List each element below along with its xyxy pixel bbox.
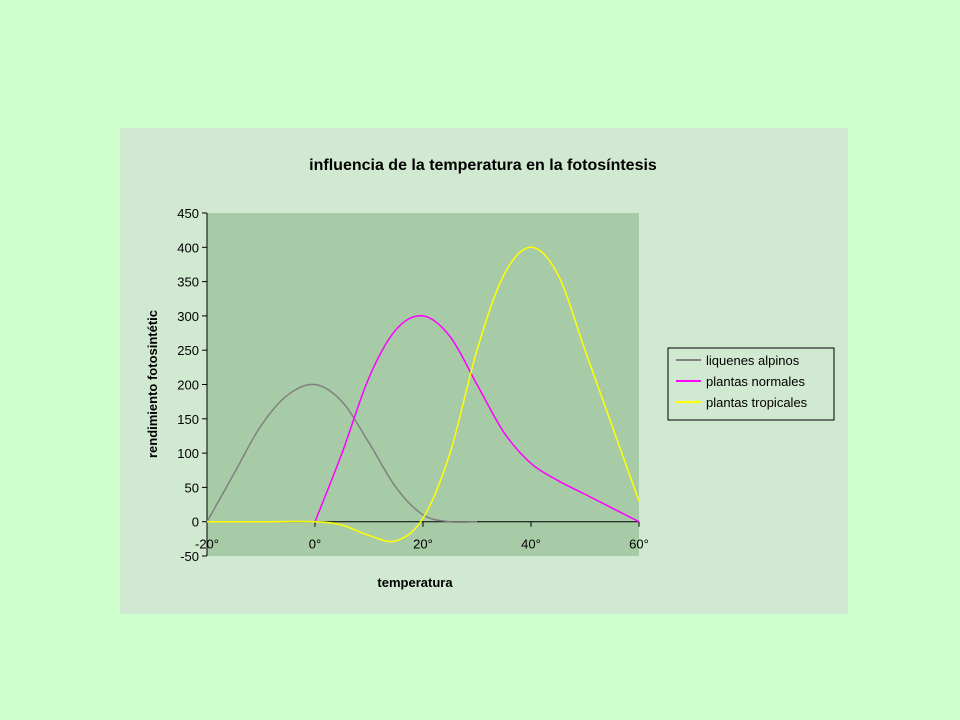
chart-svg: influencia de la temperatura en la fotos… bbox=[145, 157, 835, 590]
legend-label-3: plantas tropicales bbox=[706, 395, 808, 410]
legend-label-2: plantas normales bbox=[706, 374, 805, 389]
y-tick-label: 400 bbox=[177, 240, 199, 255]
series-layer bbox=[206, 246, 640, 543]
y-tick-label: 100 bbox=[177, 446, 199, 461]
legend-label-1: liquenes alpinos bbox=[706, 353, 800, 368]
y-tick-label: 300 bbox=[177, 309, 199, 324]
y-tick-label: 200 bbox=[177, 378, 199, 393]
plot-area bbox=[207, 213, 639, 556]
chart-title: influencia de la temperatura en la fotos… bbox=[309, 157, 657, 174]
series-line-3 bbox=[206, 246, 640, 543]
y-tick-label: 0 bbox=[192, 515, 199, 530]
x-tick-label: 0° bbox=[309, 537, 321, 552]
y-tick-label: 250 bbox=[177, 343, 199, 358]
y-tick-label: 50 bbox=[185, 480, 199, 495]
x-tick-label: -20° bbox=[195, 537, 219, 552]
ticks-layer: -50 0 50 100 150 200 250 300 350 400 450 -20° 0° 20° 4… bbox=[177, 206, 649, 564]
legend: liquenes alpinos plantas normales plantas … bbox=[667, 347, 835, 421]
chart-panel: influencia de la temperatura en la fotos… bbox=[120, 128, 848, 614]
y-axis-title: rendimiento fotosintétic bbox=[145, 310, 160, 458]
series-line-1 bbox=[206, 383, 478, 523]
x-tick-label: 40° bbox=[521, 537, 541, 552]
series-line-2 bbox=[314, 314, 640, 523]
y-tick-label: 450 bbox=[177, 206, 199, 221]
y-tick-label: 150 bbox=[177, 412, 199, 427]
y-tick-label: -50 bbox=[180, 549, 199, 564]
y-tick-label: 350 bbox=[177, 275, 199, 290]
x-axis-title: temperatura bbox=[377, 575, 453, 590]
x-tick-label: 20° bbox=[413, 537, 433, 552]
x-tick-label: 60° bbox=[629, 537, 649, 552]
